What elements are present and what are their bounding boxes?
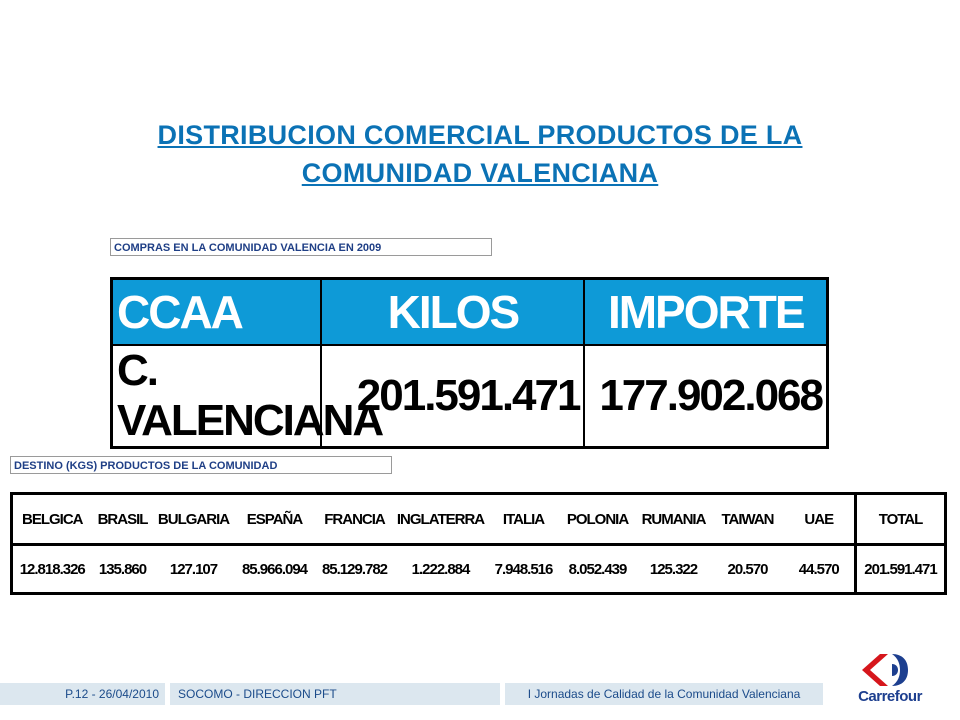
destination-table: BELGICA BRASIL BULGARIA ESPAÑA FRANCIA I… (10, 492, 947, 595)
value-taiwan: 20.570 (727, 560, 769, 578)
value-inglaterra: 1.222.884 (411, 560, 471, 578)
carrefour-symbol-icon (862, 654, 908, 686)
header-belgica: BELGICA (11, 493, 92, 546)
value-polonia: 8.052.439 (568, 560, 628, 578)
page-title-line-1: DISTRIBUCION COMERCIAL PRODUCTOS DE LA (157, 120, 803, 150)
value-bulgaria: 127.107 (169, 560, 218, 578)
header-kilos: KILOS (320, 277, 586, 346)
purchases-header-row: CCAA KILOS IMPORTE (110, 277, 829, 346)
header-ccaa: CCAA (110, 277, 323, 346)
header-polonia: POLONIA (559, 493, 636, 546)
header-bulgaria: BULGARIA (153, 493, 234, 546)
footer-page: P.12 - 26/04/2010 (0, 683, 165, 705)
value-rumania: 125.322 (649, 560, 698, 578)
destination-data-row: 12.818.326 135.860 127.107 85.966.094 85… (12, 544, 946, 594)
value-brasil: 135.860 (98, 560, 147, 578)
header-total: TOTAL (854, 493, 946, 546)
purchases-data-row: C. VALENCIANA 201.591.471 177.902.068 (110, 344, 829, 449)
purchases-table: CCAA KILOS IMPORTE C. VALENCIANA 201.591… (110, 277, 829, 449)
header-importe: IMPORTE (583, 277, 829, 346)
header-espana: ESPAÑA (233, 493, 316, 546)
cell-ccaa: C. VALENCIANA (110, 344, 384, 449)
carrefour-logo: Carrefour (840, 648, 940, 712)
value-espana: 85.966.094 (241, 560, 308, 578)
value-belgica: 12.818.326 (19, 560, 86, 578)
footer-event: I Jornadas de Calidad de la Comunidad Va… (505, 683, 823, 705)
value-total: 201.591.471 (854, 544, 946, 594)
cell-kilos: 201.591.471 (320, 344, 586, 449)
header-taiwan: TAIWAN (711, 493, 784, 546)
cell-importe: 177.902.068 (583, 344, 829, 449)
header-italia: ITALIA (487, 493, 560, 546)
value-uae: 44.570 (798, 560, 840, 578)
page-title: DISTRIBUCION COMERCIAL PRODUCTOS DE LA C… (60, 116, 900, 192)
header-francia: FRANCIA (315, 493, 394, 546)
header-rumania: RUMANIA (635, 493, 712, 546)
logo-text: Carrefour (858, 688, 922, 705)
destination-header-row: BELGICA BRASIL BULGARIA ESPAÑA FRANCIA I… (11, 493, 946, 546)
footer-department: SOCOMO - DIRECCION PFT (170, 683, 500, 705)
value-italia: 7.948.516 (494, 560, 554, 578)
header-brasil: BRASIL (91, 493, 154, 546)
page-title-line-2: COMUNIDAD VALENCIANA (301, 158, 659, 188)
value-francia: 85.129.782 (321, 560, 388, 578)
header-inglaterra: INGLATERRA (393, 493, 488, 546)
purchases-caption: COMPRAS EN LA COMUNIDAD VALENCIA EN 2009 (110, 238, 492, 256)
destination-caption: DESTINO (KGS) PRODUCTOS DE LA COMUNIDAD (10, 456, 392, 474)
header-uae: UAE (783, 493, 856, 546)
